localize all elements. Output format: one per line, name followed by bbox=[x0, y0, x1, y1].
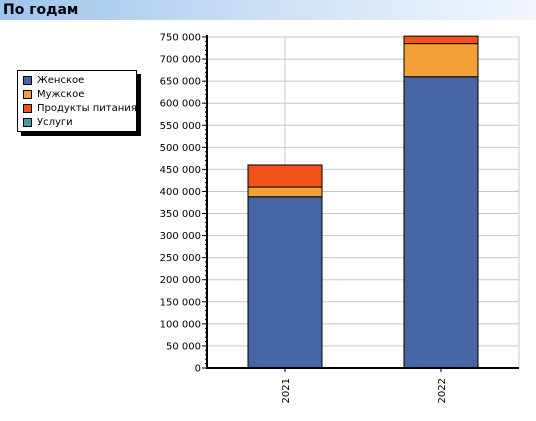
y-tick-label: 300 000 bbox=[160, 231, 201, 242]
x-tick-label: 2021 bbox=[281, 378, 292, 403]
y-tick-label: 250 000 bbox=[160, 253, 201, 264]
bar-segment-2021-2 bbox=[247, 164, 323, 188]
y-tick-label: 500 000 bbox=[160, 143, 201, 154]
bar-segment-2021-1 bbox=[247, 186, 323, 198]
legend-swatch-women bbox=[23, 76, 32, 85]
y-tick-label: 200 000 bbox=[160, 275, 201, 286]
legend-swatch-services bbox=[23, 118, 32, 127]
y-tick-label: 750 000 bbox=[160, 33, 201, 44]
legend-item-services: Услуги bbox=[23, 116, 73, 129]
y-tick-label: 350 000 bbox=[160, 209, 201, 220]
bar-segment-2022-0 bbox=[403, 76, 479, 369]
bar-segment-2021-0 bbox=[247, 196, 323, 369]
y-tick-label: 100 000 bbox=[160, 319, 201, 330]
legend-swatch-men bbox=[23, 90, 32, 99]
y-tick-label: 400 000 bbox=[160, 187, 201, 198]
legend-label-services: Услуги bbox=[37, 116, 73, 128]
chart-legend: Женское Мужское Продукты питания Услуги bbox=[17, 70, 137, 132]
legend-label-food: Продукты питания bbox=[37, 102, 137, 114]
legend-item-men: Мужское bbox=[23, 88, 84, 101]
y-tick-label: 600 000 bbox=[160, 99, 201, 110]
section-header: По годам bbox=[0, 0, 536, 20]
legend-item-women: Женское bbox=[23, 74, 84, 87]
bar-segment-2022-2 bbox=[403, 35, 479, 45]
y-tick-label: 550 000 bbox=[160, 121, 201, 132]
legend-label-men: Мужское bbox=[37, 88, 85, 100]
y-tick-label: 150 000 bbox=[160, 297, 201, 308]
x-tick-label: 2022 bbox=[437, 378, 448, 403]
section-title: По годам bbox=[3, 2, 79, 18]
y-tick-label: 450 000 bbox=[160, 165, 201, 176]
legend-swatch-food bbox=[23, 104, 32, 113]
y-tick-label: 650 000 bbox=[160, 77, 201, 88]
y-tick-label: 0 bbox=[195, 364, 201, 375]
y-tick-label: 50 000 bbox=[166, 341, 201, 352]
bar-segment-2022-1 bbox=[403, 43, 479, 78]
legend-item-food: Продукты питания bbox=[23, 102, 137, 115]
legend-label-women: Женское bbox=[37, 74, 85, 86]
y-tick-label: 700 000 bbox=[160, 55, 201, 66]
